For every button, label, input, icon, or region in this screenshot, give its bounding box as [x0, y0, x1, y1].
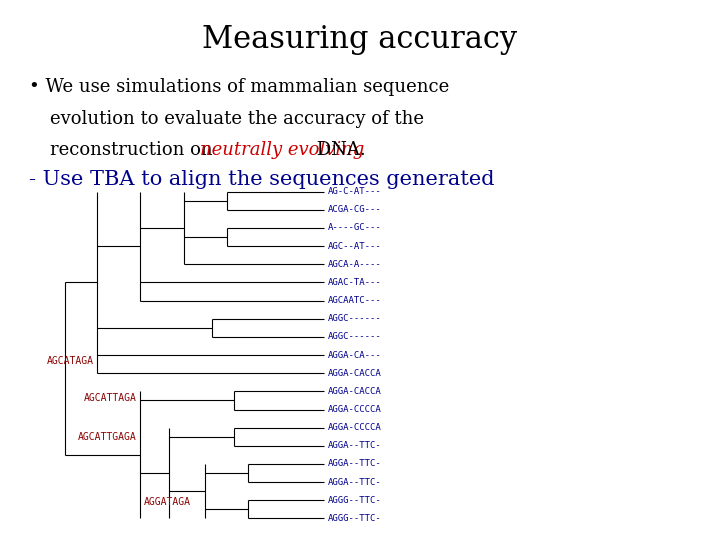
Text: AGCA-A----: AGCA-A---- — [328, 260, 382, 269]
Text: AGGG--TTC-: AGGG--TTC- — [328, 514, 382, 523]
Text: AGCATTGAGA: AGCATTGAGA — [78, 431, 137, 442]
Text: AGC--AT---: AGC--AT--- — [328, 241, 382, 251]
Text: AGCATAGA: AGCATAGA — [47, 356, 94, 367]
Text: Measuring accuracy: Measuring accuracy — [202, 24, 518, 55]
Text: evolution to evaluate the accuracy of the: evolution to evaluate the accuracy of th… — [50, 110, 424, 127]
Text: AGCATTAGA: AGCATTAGA — [84, 393, 137, 403]
Text: AGGG--TTC-: AGGG--TTC- — [328, 496, 382, 505]
Text: - Use TBA to align the sequences generated: - Use TBA to align the sequences generat… — [29, 170, 495, 189]
Text: neutrally evolving: neutrally evolving — [200, 141, 364, 159]
Text: AGGA-CA---: AGGA-CA--- — [328, 350, 382, 360]
Text: DNA.: DNA. — [311, 141, 366, 159]
Text: AGAC-TA---: AGAC-TA--- — [328, 278, 382, 287]
Text: AGGA-CCCCA: AGGA-CCCCA — [328, 405, 382, 414]
Text: AGGA-CCCCA: AGGA-CCCCA — [328, 423, 382, 432]
Text: AGGA-CACCA: AGGA-CACCA — [328, 369, 382, 377]
Text: AGGC------: AGGC------ — [328, 333, 382, 341]
Text: • We use simulations of mammalian sequence: • We use simulations of mammalian sequen… — [29, 78, 449, 96]
Text: AGGA-CACCA: AGGA-CACCA — [328, 387, 382, 396]
Text: AG-C-AT---: AG-C-AT--- — [328, 187, 382, 196]
Text: ACGA-CG---: ACGA-CG--- — [328, 205, 382, 214]
Text: AGGA--TTC-: AGGA--TTC- — [328, 441, 382, 450]
Text: AGCAATC---: AGCAATC--- — [328, 296, 382, 305]
Text: reconstruction on: reconstruction on — [50, 141, 219, 159]
Text: AGGC------: AGGC------ — [328, 314, 382, 323]
Text: AGGA--TTC-: AGGA--TTC- — [328, 460, 382, 468]
Text: A----GC---: A----GC--- — [328, 224, 382, 233]
Text: AGGATAGA: AGGATAGA — [144, 497, 191, 507]
Text: AGGA--TTC-: AGGA--TTC- — [328, 477, 382, 487]
